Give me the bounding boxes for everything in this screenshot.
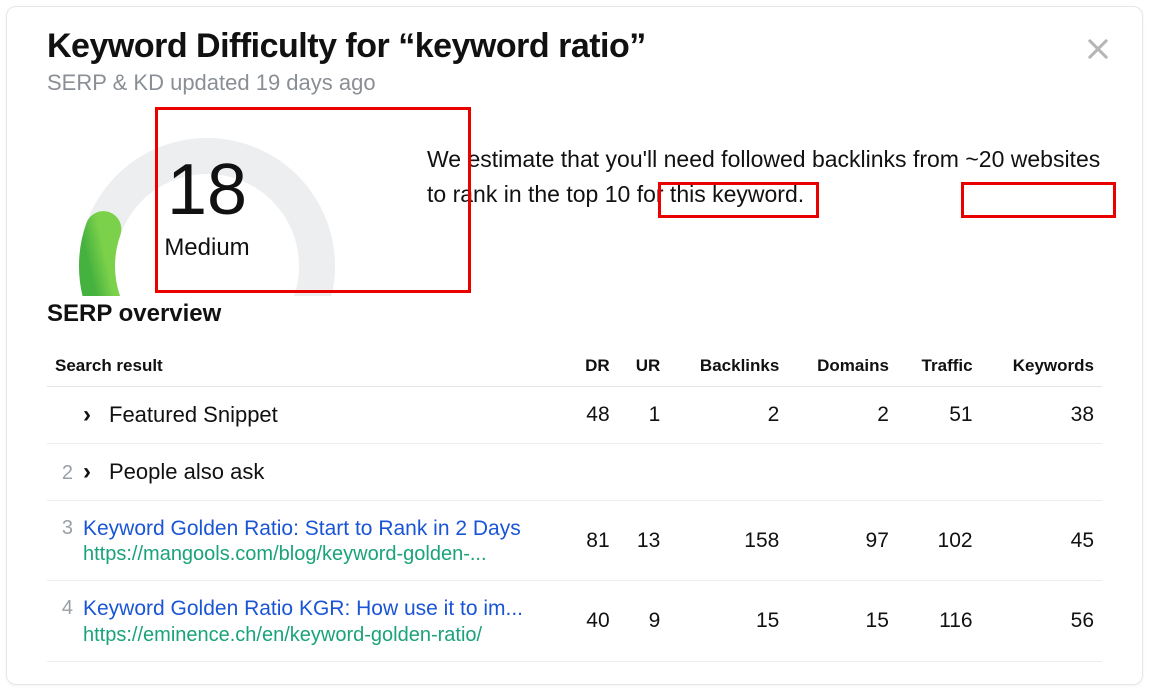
- metric-cell: 51: [897, 387, 981, 444]
- estimate-part: keyword.: [706, 181, 804, 207]
- metric-cell: [567, 444, 618, 501]
- metric-cell: 102: [897, 501, 981, 581]
- result-link-title[interactable]: Keyword Golden Ratio KGR: How use it to …: [83, 595, 523, 623]
- metric-cell: 13: [618, 501, 669, 581]
- col-search-result[interactable]: Search result: [47, 346, 567, 387]
- table-row[interactable]: 2 › People also ask: [47, 444, 1102, 501]
- metric-cell: 116: [897, 581, 981, 661]
- estimate-websites: ~20 websites: [965, 146, 1100, 172]
- metric-cell: [618, 444, 669, 501]
- result-cell[interactable]: 4 Keyword Golden Ratio KGR: How use it to…: [47, 581, 567, 661]
- metric-cell: [897, 444, 981, 501]
- col-traffic[interactable]: Traffic: [897, 346, 981, 387]
- chevron-right-icon[interactable]: ›: [83, 458, 99, 486]
- result-link-url[interactable]: https://eminence.ch/en/keyword-golden-ra…: [83, 624, 523, 647]
- metric-cell: 48: [567, 387, 618, 444]
- feature-title: Featured Snippet: [109, 402, 278, 427]
- kd-modal: Keyword Difficulty for “keyword ratio” S…: [6, 6, 1143, 685]
- result-cell[interactable]: › Featured Snippet: [47, 387, 567, 444]
- metric-cell: [787, 444, 897, 501]
- table-row[interactable]: 4 Keyword Golden Ratio KGR: How use it to…: [47, 581, 1102, 661]
- metric-cell: 15: [787, 581, 897, 661]
- estimate-top10: top 10 for this: [566, 181, 705, 207]
- metric-cell: [981, 444, 1102, 501]
- update-subtitle: SERP & KD updated 19 days ago: [47, 70, 1102, 96]
- position-number: 4: [55, 597, 73, 620]
- result-link-url[interactable]: https://mangools.com/blog/keyword-golden…: [83, 543, 521, 566]
- metric-cell: [668, 444, 787, 501]
- metric-cell: 81: [567, 501, 618, 581]
- chevron-right-icon[interactable]: ›: [83, 401, 99, 429]
- result-cell[interactable]: 3 Keyword Golden Ratio: Start to Rank in …: [47, 501, 567, 581]
- metric-cell: 1: [618, 387, 669, 444]
- col-backlinks[interactable]: Backlinks: [668, 346, 787, 387]
- table-row[interactable]: 3 Keyword Golden Ratio: Start to Rank in …: [47, 501, 1102, 581]
- metric-cell: 15: [668, 581, 787, 661]
- col-domains[interactable]: Domains: [787, 346, 897, 387]
- position-number: 3: [55, 517, 73, 540]
- result-cell[interactable]: 2 › People also ask: [47, 444, 567, 501]
- kd-gauge: 18 Medium: [47, 106, 367, 296]
- metric-cell: 38: [981, 387, 1102, 444]
- estimate-part: We estimate that you'll need followed ba…: [427, 146, 965, 172]
- position-number: 2: [55, 462, 73, 485]
- kd-label: Medium: [47, 234, 367, 262]
- metric-cell: 2: [787, 387, 897, 444]
- metric-cell: 97: [787, 501, 897, 581]
- kd-value: 18: [47, 154, 367, 226]
- serp-table: Search result DR UR Backlinks Domains Tr…: [47, 346, 1102, 662]
- metric-cell: 2: [668, 387, 787, 444]
- col-keywords[interactable]: Keywords: [981, 346, 1102, 387]
- serp-header-row: Search result DR UR Backlinks Domains Tr…: [47, 346, 1102, 387]
- page-title: Keyword Difficulty for “keyword ratio”: [47, 27, 1102, 66]
- metric-cell: 9: [618, 581, 669, 661]
- metric-cell: 56: [981, 581, 1102, 661]
- estimate-part: to rank in the: [427, 181, 566, 207]
- metric-cell: 45: [981, 501, 1102, 581]
- close-icon: [1084, 35, 1112, 63]
- col-ur[interactable]: UR: [618, 346, 669, 387]
- metric-cell: 40: [567, 581, 618, 661]
- serp-overview-title: SERP overview: [47, 300, 1102, 328]
- close-button[interactable]: [1084, 35, 1112, 63]
- feature-title: People also ask: [109, 459, 264, 484]
- kd-estimate-text: We estimate that you'll need followed ba…: [427, 142, 1102, 211]
- result-link-title[interactable]: Keyword Golden Ratio: Start to Rank in 2…: [83, 515, 521, 543]
- col-dr[interactable]: DR: [567, 346, 618, 387]
- table-row[interactable]: ›Featured Snippet481225138: [47, 387, 1102, 444]
- metric-cell: 158: [668, 501, 787, 581]
